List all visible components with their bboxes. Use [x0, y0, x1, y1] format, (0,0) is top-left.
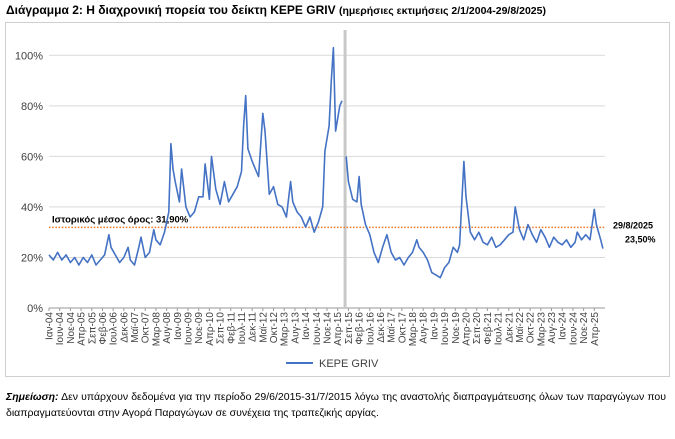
- x-tick-label: Σεπ-20: [472, 312, 483, 344]
- end-date-label: 29/8/2025: [613, 221, 653, 231]
- x-tick-label: Σεπ-05: [87, 312, 98, 344]
- y-tick-label: 20%: [21, 252, 43, 264]
- x-tick-label: Ιουλ-11: [237, 312, 248, 345]
- x-tick-label: Οκτ-07: [141, 312, 152, 344]
- x-tick-label: Μαρ-23: [536, 312, 547, 347]
- end-value-label: 23,50%: [625, 235, 656, 245]
- series-line: [345, 156, 604, 279]
- x-tick-label: Οκτ-12: [269, 312, 280, 344]
- y-tick-label: 60%: [21, 151, 43, 163]
- x-tick-label: Ιαν-24: [558, 312, 569, 340]
- y-tick-label: 0%: [27, 303, 43, 315]
- x-tick-label: Μαϊ-07: [130, 312, 141, 343]
- x-tick-label: Μαϊ-22: [515, 312, 526, 343]
- x-tick-label: Απρ-05: [77, 312, 88, 346]
- x-tick-label: Μαρ-18: [408, 312, 419, 347]
- x-tick-label: Μαρ-08: [151, 312, 162, 347]
- x-tick-label: Απρ-20: [462, 312, 473, 346]
- chart-title-sub: (ημερήσιες εκτιμήσεις 2/1/2004-29/8/2025…: [338, 5, 546, 17]
- x-tick-label: Σεπ-15: [344, 312, 355, 344]
- x-tick-label: Ιουν-04: [55, 312, 66, 346]
- x-tick-label: Νοε-24: [579, 312, 590, 344]
- x-tick-label: Οκτ-17: [397, 312, 408, 344]
- footnote: Σημείωση: Δεν υπάρχουν δεδομένα για την …: [6, 389, 666, 421]
- missing-data-band: [343, 30, 347, 308]
- y-tick-label: 40%: [21, 202, 43, 214]
- x-tick-label: Ιουλ-21: [494, 312, 505, 346]
- x-tick-label: Αυγ-13: [290, 312, 301, 344]
- x-tick-label: Φεβ-11: [226, 312, 237, 344]
- x-tick-label: Μαρ-13: [280, 312, 291, 347]
- x-tick-label: Απρ-15: [333, 312, 344, 346]
- x-tick-label: Αυγ-23: [547, 312, 558, 344]
- x-tick-label: Φεβ-21: [483, 312, 494, 345]
- x-tick-label: Ιουλ-06: [109, 312, 120, 346]
- x-tick-label: Απρ-10: [205, 312, 216, 346]
- series-line: [48, 46, 343, 266]
- footnote-text: Δεν υπάρχουν δεδομένα για την περίοδο 29…: [6, 391, 667, 419]
- x-tick-label: Αυγ-08: [162, 312, 173, 344]
- x-tick-label: Σεπ-10: [216, 312, 227, 344]
- x-tick-label: Νοε-19: [451, 312, 462, 344]
- x-tick-label: Νοε-09: [194, 312, 205, 344]
- x-tick-label: Φεβ-06: [98, 312, 109, 345]
- x-tick-label: Ιουν-24: [568, 312, 579, 346]
- x-tick-label: Ιουλ-16: [365, 312, 376, 346]
- x-tick-label: Δεκ-11: [248, 312, 259, 342]
- x-tick-label: Μαϊ-17: [387, 312, 398, 343]
- x-tick-label: Δεκ-16: [376, 312, 387, 343]
- x-tick-label: Μαϊ-12: [258, 312, 269, 343]
- x-tick-label: Νοε-14: [323, 312, 334, 344]
- x-tick-label: Οκτ-22: [526, 312, 537, 344]
- x-tick-label: Δεκ-06: [119, 312, 130, 343]
- line-chart: 0%20%40%60%80%100%Ιαν-04 Ιουν-04 Νοε-04 Απρ…: [15, 30, 656, 370]
- x-tick-label: Ιαν-04: [45, 312, 56, 340]
- y-tick-label: 80%: [21, 101, 43, 113]
- x-tick-label: Απρ-25: [590, 312, 601, 346]
- chart-title-main: Διάγραμμα 2: Η διαχρονική πορεία του δεί…: [6, 3, 336, 17]
- chart-frame: 0% 20% 40% 60% 80% 100% Ιαν-04 Ιουν-04 Νοε-04 Απρ…: [5, 22, 670, 377]
- x-tick-label: Νοε-04: [66, 312, 77, 344]
- x-tick-label: Δεκ-21: [504, 312, 515, 343]
- historical-mean-label: Ιστορικός μέσος όρος: 31,90%: [52, 214, 189, 225]
- x-tick-label: Φεβ-16: [355, 312, 366, 345]
- x-tick-label: Ιαν-09: [173, 312, 184, 340]
- chart-title: Διάγραμμα 2: Η διαχρονική πορεία του δεί…: [6, 3, 670, 17]
- x-tick-label: Ιαν-14: [301, 312, 312, 340]
- y-tick-label: 100%: [15, 50, 43, 62]
- x-tick-label: Ιουν-14: [312, 312, 323, 346]
- x-tick-label: Ιαν-19: [429, 312, 440, 340]
- x-tick-label: Αυγ-18: [419, 312, 430, 344]
- x-tick-label: Ιουν-19: [440, 312, 451, 346]
- x-tick-label: Ιουν-09: [184, 312, 195, 346]
- footnote-label: Σημείωση:: [6, 391, 59, 403]
- legend-label: ΚΕΡΕ GRIV: [319, 358, 379, 370]
